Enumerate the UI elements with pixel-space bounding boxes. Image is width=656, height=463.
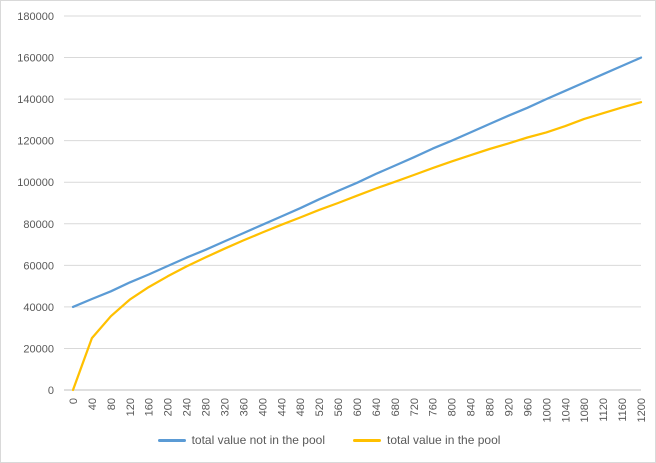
x-tick-label-13: 520 — [314, 398, 326, 416]
y-tick-label-0: 0 — [48, 385, 54, 397]
legend: total value not in the pool total value … — [1, 433, 656, 447]
x-tick-label-5: 200 — [163, 398, 175, 416]
x-tick-label-24: 960 — [522, 398, 534, 416]
x-tick-label-28: 1120 — [598, 398, 610, 422]
x-tick-label-9: 360 — [238, 398, 250, 416]
y-tick-label-5: 100000 — [17, 177, 54, 189]
legend-item-series-1: total value in the pool — [353, 433, 500, 447]
y-tick-label-8: 160000 — [17, 53, 54, 65]
legend-label-series-0: total value not in the pool — [191, 433, 325, 447]
y-tick-label-3: 60000 — [23, 260, 54, 272]
y-tick-label-9: 180000 — [17, 11, 54, 23]
y-tick-label-4: 80000 — [23, 219, 54, 231]
x-tick-label-3: 120 — [125, 398, 137, 416]
x-tick-label-26: 1040 — [560, 398, 572, 422]
x-tick-label-30: 1200 — [636, 398, 648, 422]
y-tick-label-1: 20000 — [23, 343, 54, 355]
y-tick-label-6: 120000 — [17, 136, 54, 148]
x-tick-label-15: 600 — [352, 398, 364, 416]
legend-swatch-series-1 — [353, 438, 381, 442]
chart-plot: 0 20000 40000 60000 80000 100000 120000 140000 1… — [17, 11, 648, 422]
x-tick-label-4: 160 — [144, 398, 156, 416]
x-tick-label-20: 800 — [447, 398, 459, 416]
x-tick-label-11: 440 — [276, 398, 288, 416]
series-line-1 — [71, 101, 643, 392]
x-tick-label-6: 240 — [182, 398, 194, 416]
x-tick-label-23: 920 — [503, 398, 515, 416]
x-tick-label-1: 40 — [87, 398, 99, 410]
series-line-0 — [71, 56, 643, 309]
x-tick-label-21: 840 — [466, 398, 478, 416]
x-tick-label-7: 280 — [201, 398, 213, 416]
x-tick-label-12: 480 — [295, 398, 307, 416]
x-tick-label-17: 680 — [390, 398, 402, 416]
legend-swatch-series-0 — [157, 438, 186, 442]
x-tick-label-14: 560 — [333, 398, 345, 416]
y-tick-label-7: 140000 — [17, 94, 54, 106]
y-tick-label-2: 40000 — [23, 302, 54, 314]
x-tick-label-19: 760 — [428, 398, 440, 416]
x-tick-label-29: 1160 — [617, 398, 629, 422]
x-tick-label-8: 320 — [219, 398, 231, 416]
x-tick-label-22: 880 — [485, 398, 497, 416]
x-tick-label-0: 0 — [68, 398, 80, 404]
x-tick-label-27: 1080 — [579, 398, 591, 422]
x-tick-label-2: 80 — [106, 398, 118, 410]
x-tick-label-16: 640 — [371, 398, 383, 416]
x-tick-label-10: 400 — [257, 398, 269, 416]
legend-label-series-1: total value in the pool — [387, 433, 501, 447]
legend-item-series-0: total value not in the pool — [157, 433, 325, 447]
x-tick-label-25: 1000 — [541, 398, 553, 422]
x-tick-label-18: 720 — [409, 398, 421, 416]
